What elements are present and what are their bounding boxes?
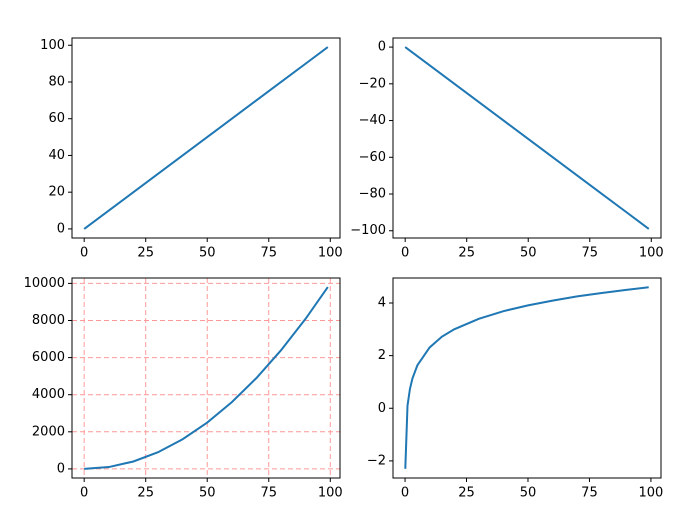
x-tick-label: 25 [458,486,475,501]
x-tick-label: 0 [80,246,88,261]
x-tick-label: 50 [199,486,216,501]
y-tick-label: 2000 [32,424,65,439]
y-tick-label: 0 [378,401,386,416]
y-tick-label: −100 [350,223,386,238]
y-tick-label: 0 [57,461,65,476]
y-tick-label: 4 [378,296,386,311]
y-tick-label: −40 [359,113,386,128]
y-tick-label: 40 [48,148,65,163]
y-tick-label: 0 [57,221,65,236]
y-tick-label: 10000 [24,276,65,291]
y-tick-label: 80 [48,74,65,89]
x-tick-label: 75 [581,486,598,501]
axes-frame [71,37,341,239]
x-tick-label: 50 [199,246,216,261]
x-tick-label: 50 [520,486,537,501]
y-tick-label: 6000 [32,350,65,365]
y-tick-label: −2 [367,453,386,468]
x-tick-label: 75 [260,246,277,261]
y-tick-label: 0 [378,40,386,55]
y-tick-label: 20 [48,185,65,200]
x-tick-label: 25 [458,246,475,261]
x-tick-label: 100 [318,486,343,501]
x-tick-label: 100 [318,246,343,261]
x-tick-label: 100 [639,246,664,261]
x-tick-label: 25 [137,246,154,261]
y-tick-label: −80 [359,187,386,202]
x-tick-label: 0 [80,486,88,501]
line [404,286,649,469]
y-tick-label: 8000 [32,313,65,328]
y-tick-label: 2 [378,348,386,363]
y-tick-label: 100 [40,38,65,53]
line [404,46,650,230]
y-tick-label: −60 [359,150,386,165]
x-tick-label: 50 [520,246,537,261]
x-tick-label: 25 [137,486,154,501]
x-tick-label: 75 [260,486,277,501]
x-tick-label: 75 [581,246,598,261]
x-tick-label: 0 [401,486,409,501]
line [84,286,329,470]
line [83,46,329,230]
axes-frame [392,37,662,239]
x-tick-label: 100 [639,486,664,501]
axes-frame [71,277,341,479]
y-tick-label: 4000 [32,387,65,402]
y-tick-label: 60 [48,111,65,126]
y-tick-label: −20 [359,76,386,91]
x-tick-label: 0 [401,246,409,261]
axes-frame [392,277,662,479]
